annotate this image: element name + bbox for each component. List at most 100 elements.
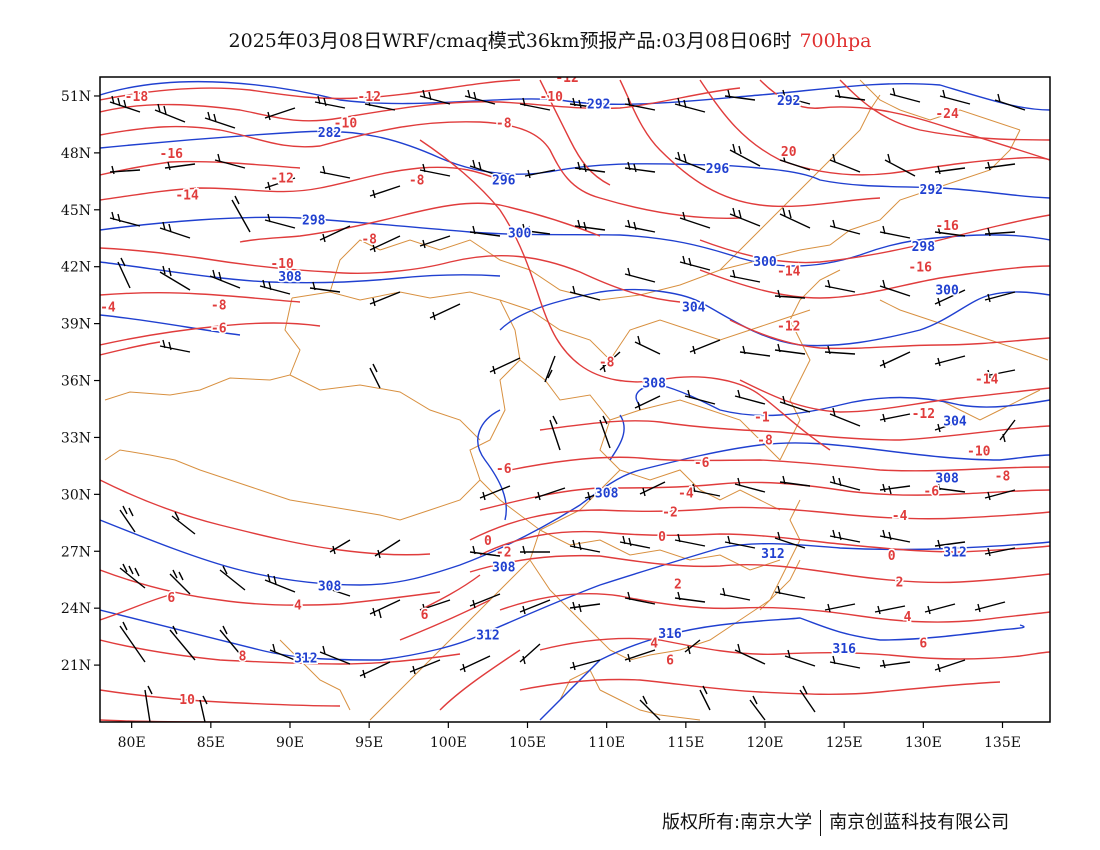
height-label: 308 [492,560,516,575]
height-label: 292 [587,98,610,113]
height-label: 308 [278,270,302,285]
temperature-label: -14 [175,189,199,204]
temperature-labels: -18 -12-12-10-10 -8-16-14-12 -8-8-10-4 -8-6-… [100,71,1012,710]
height-labels: 292 292 282 296 296 292 298 300 298 300 308 304 300 3… [277,92,969,668]
height-label: 312 [476,629,499,644]
temperature-label: 4 [294,598,302,613]
longitude-axis: 80E 85E 90E 95E 100E 105E 110E 115E 120E 125E 130E… [118,722,1021,751]
height-label: 300 [753,255,777,270]
temperature-label: -16 [160,147,184,162]
height-label: 298 [302,213,326,228]
temperature-label: 10 [179,693,195,708]
height-label: 316 [832,642,856,657]
temperature-label: -12 [912,407,935,422]
lon-tick-label: 95E [355,735,383,751]
height-label: 312 [294,652,317,667]
lon-tick-label: 80E [118,735,146,751]
height-label: 304 [943,414,967,429]
temperature-label: -6 [923,485,939,500]
plot-frame [99,76,1051,723]
lon-tick-label: 105E [509,735,546,751]
temperature-label: -16 [908,261,932,276]
lon-tick-label: 125E [826,735,863,751]
temperature-label: -10 [967,445,991,460]
lat-tick-label: 36N [61,374,91,390]
height-label: 298 [912,240,936,255]
wind-barbs [109,87,1026,722]
temperature-label: -8 [361,232,377,247]
temperature-label: -12 [270,172,293,187]
copyright-footer: 版权所有:南京大学 南京创蓝科技有限公司 [662,808,1009,836]
height-label: 312 [761,547,784,562]
lon-tick-label: 110E [588,735,625,751]
height-label: 292 [777,94,800,109]
height-label: 308 [318,579,342,594]
temperature-label: -12 [555,71,578,86]
temperature-label: -16 [935,219,959,234]
height-label: 316 [658,627,682,642]
lat-tick-label: 48N [61,146,91,162]
temperature-label: -2 [662,505,678,520]
temperature-label: -8 [757,433,773,448]
lon-tick-label: 130E [905,735,942,751]
height-label: 308 [935,471,959,486]
temperature-label: -8 [211,299,227,314]
temperature-label: -18 [125,90,149,105]
temperature-label: 0 [658,530,666,545]
temperature-label: -14 [777,265,801,280]
temperature-label: 6 [666,653,674,668]
temperature-label: -10 [334,117,358,132]
temperature-label: -2 [496,545,512,560]
height-label: 296 [492,173,516,188]
chart-title: 2025年03月08日WRF/cmaq模式36km预报产品:03月08日06时 7… [0,26,1100,53]
pressure-level: 700hpa [799,30,872,52]
latitude-axis: 51N 48N 45N 42N 39N 36N 33N 30N 27N 24N 21N [61,89,100,674]
lat-tick-label: 39N [61,317,91,333]
temperature-label: -6 [694,456,710,471]
lon-tick-label: 115E [667,735,704,751]
height-label: 292 [920,183,943,198]
temperature-label: 8 [239,650,247,665]
temperature-label: -24 [935,107,959,122]
lat-tick-label: 45N [61,203,91,219]
lon-tick-label: 85E [197,735,225,751]
lon-tick-label: 135E [984,735,1021,751]
height-label: 304 [682,301,706,316]
lon-tick-label: 90E [276,735,304,751]
temperature-contours [100,79,1050,722]
temperature-label: 4 [904,610,912,625]
temperature-label: 20 [781,145,797,160]
lat-tick-label: 51N [61,89,91,105]
footer-separator [820,810,822,836]
temperature-label: 4 [650,636,658,651]
lat-tick-label: 42N [61,260,91,276]
height-label: 300 [508,227,532,242]
temperature-label: 6 [919,636,927,651]
temperature-label: -4 [892,509,908,524]
height-label: 282 [318,126,341,141]
temperature-label: -4 [100,301,116,316]
temperature-label: -10 [540,90,564,105]
temperature-label: -6 [211,321,227,336]
title-main: 2025年03月08日WRF/cmaq模式36km预报产品:03月08日06时 [228,30,792,52]
temperature-label: -12 [357,90,380,105]
temperature-label: 0 [484,534,492,549]
temperature-label: -8 [496,117,512,132]
temperature-label: -10 [270,257,294,272]
lon-tick-label: 100E [430,735,467,751]
temperature-label: -1 [754,411,770,426]
height-label: 312 [943,545,966,560]
temperature-label: 2 [896,576,904,591]
lat-tick-label: 33N [61,430,91,446]
height-label: 308 [595,486,619,501]
temperature-label: -14 [975,373,999,388]
copyright-company: 南京创蓝科技有限公司 [829,812,1010,833]
height-label: 308 [642,376,666,391]
copyright-owner: 版权所有:南京大学 [662,812,813,833]
height-label: 296 [706,162,730,177]
temperature-label: -8 [599,356,615,371]
temperature-label: -8 [409,173,425,188]
temperature-label: 0 [888,549,896,564]
temperature-label: 6 [421,608,429,623]
